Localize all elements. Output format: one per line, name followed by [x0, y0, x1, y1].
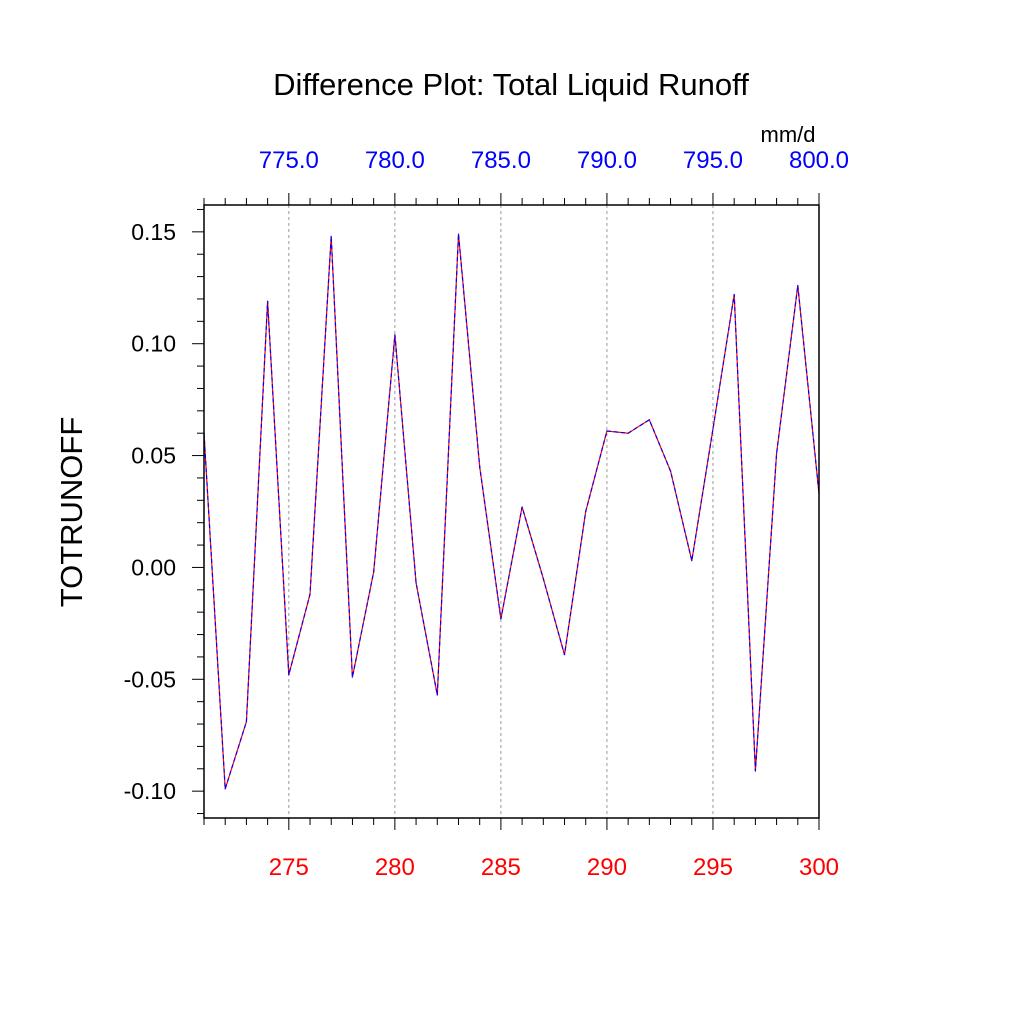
- x-tick-label-bottom: 285: [481, 854, 521, 881]
- y-tick-label: 0.15: [131, 219, 176, 245]
- data-point: [712, 428, 714, 430]
- data-point: [309, 593, 311, 595]
- data-point: [415, 582, 417, 584]
- x-tick-label-bottom: 295: [693, 854, 733, 881]
- data-point: [245, 721, 247, 723]
- tick-labels: -0.10 -0.05 0.00 0.05 0.10 0.15 275 280 285 290 29…: [124, 147, 849, 881]
- series-line: [203, 234, 820, 790]
- data-point: [436, 694, 438, 696]
- x-tick-label-top: 800.0: [789, 147, 849, 174]
- y-tick-label: 0.05: [131, 443, 176, 469]
- axis-ticks: [192, 193, 820, 830]
- chart-title: Difference Plot: Total Liquid Runoff: [273, 67, 749, 102]
- y-tick-label: -0.05: [124, 666, 176, 692]
- x-tick-label-bottom: 290: [587, 854, 627, 881]
- grid-lines: [288, 205, 714, 818]
- x-tick-label-top: 780.0: [365, 147, 425, 174]
- units-label: mm/d: [761, 122, 816, 147]
- x-tick-label-top: 785.0: [471, 147, 531, 174]
- data-point: [670, 470, 672, 472]
- data-point: [288, 674, 290, 676]
- data-point: [479, 466, 481, 468]
- data-point: [754, 770, 757, 772]
- data-point: [351, 676, 353, 678]
- data-point: [563, 654, 566, 656]
- x-tick-label-bottom: 280: [375, 854, 415, 881]
- y-tick-label: -0.10: [124, 778, 176, 804]
- plot-frame: [203, 204, 820, 819]
- data-point: [606, 430, 608, 432]
- data-point: [627, 432, 629, 434]
- data-point: [542, 578, 544, 580]
- series-layer: [203, 233, 820, 790]
- x-tick-label-bottom: 275: [269, 854, 309, 881]
- data-point: [776, 452, 778, 454]
- x-tick-label-bottom: 300: [799, 854, 839, 881]
- data-point: [330, 235, 332, 237]
- data-point: [373, 571, 375, 573]
- y-tick-label: 0.00: [131, 554, 176, 580]
- data-point: [267, 300, 269, 302]
- data-point: [224, 788, 226, 790]
- x-tick-label-top: 775.0: [259, 147, 319, 174]
- x-tick-label-top: 790.0: [577, 147, 637, 174]
- data-point: [585, 510, 587, 513]
- x-tick-label-top: 795.0: [683, 147, 743, 174]
- data-point: [394, 334, 396, 336]
- data-point: [733, 293, 735, 296]
- y-axis-label: TOTRUNOFF: [54, 417, 89, 608]
- data-point: [521, 506, 523, 508]
- data-point: [691, 560, 693, 562]
- data-point: [648, 419, 650, 421]
- series-line-overlay: [203, 234, 820, 790]
- data-point: [457, 233, 460, 235]
- y-tick-label: 0.10: [131, 331, 176, 357]
- data-point: [500, 618, 502, 620]
- data-point: [797, 284, 799, 287]
